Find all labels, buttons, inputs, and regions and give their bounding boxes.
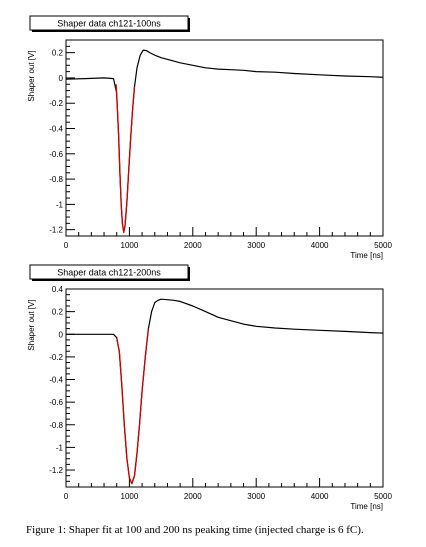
- chart2-x-axis-title: Time [ns]: [350, 502, 383, 511]
- chart2-y-tick-label: -0.4: [49, 376, 63, 385]
- chart2-title-box: [29, 264, 189, 280]
- chart2-x-tick-label: 1000: [121, 492, 139, 501]
- chart2-y-tick-label: -0.2: [49, 353, 63, 362]
- chart2-x-tick-label: 4000: [311, 492, 329, 501]
- chart2-fit-curve: [116, 328, 150, 485]
- chart2-x-tick-label: 5000: [374, 492, 392, 501]
- chart2-y-tick-label: -1: [56, 443, 64, 452]
- chart2-y-tick-label: 0.2: [52, 308, 64, 317]
- chart2-x-tick-label: 3000: [247, 492, 265, 501]
- chart1-x-tick-label: 5000: [374, 241, 392, 250]
- chart2-y-axis-title: Shaper out [V]: [27, 299, 36, 350]
- chart2-y-tick-label: 0.4: [52, 285, 64, 294]
- chart1-y-tick-label: -0.8: [49, 175, 63, 184]
- chart2-data-curve: [66, 298, 384, 485]
- chart1-x-tick-label: 0: [64, 241, 69, 250]
- figure-caption: Figure 1: Shaper fit at 100 and 200 ns p…: [26, 524, 364, 536]
- chart1-y-tick-label: -0.4: [49, 125, 63, 134]
- chart1-x-tick-label: 2000: [184, 241, 202, 250]
- chart2-y-tick-label: -1.2: [49, 466, 63, 475]
- chart2-title: Shaper data ch121-200ns: [57, 268, 161, 278]
- chart1-y-tick-label: -0.6: [49, 150, 63, 159]
- chart2-x-tick-label: 0: [64, 492, 69, 501]
- chart1-x-tick-label: 3000: [247, 241, 265, 250]
- chart2-y-tick-label: -0.6: [49, 398, 63, 407]
- chart1-y-tick-label: -1.2: [49, 226, 63, 235]
- chart1-y-axis-title: Shaper out [V]: [27, 50, 36, 101]
- chart1-data-curve: [65, 49, 384, 233]
- chart2-y-tick-label: -0.8: [49, 421, 63, 430]
- chart2-y-tick-label: 0: [59, 330, 64, 339]
- chart1-x-axis-title: Time [ns]: [350, 251, 383, 260]
- chart1-y-tick-label: -1: [56, 200, 64, 209]
- chart1-y-tick-label: -0.2: [49, 99, 63, 108]
- chart1-y-tick-label: 0.2: [52, 49, 64, 58]
- chart1-fit-curve: [115, 84, 136, 233]
- chart1-x-tick-label: 1000: [121, 241, 139, 250]
- chart1-x-tick-label: 4000: [311, 241, 329, 250]
- chart2-plot-frame: [65, 288, 384, 488]
- chart2-x-tick-label: 2000: [184, 492, 202, 501]
- chart1-y-tick-label: 0: [59, 74, 64, 83]
- chart1-plot-frame: [65, 39, 384, 237]
- chart1-title: Shaper data ch121-100ns: [57, 19, 161, 29]
- chart1-title-box: [29, 15, 189, 31]
